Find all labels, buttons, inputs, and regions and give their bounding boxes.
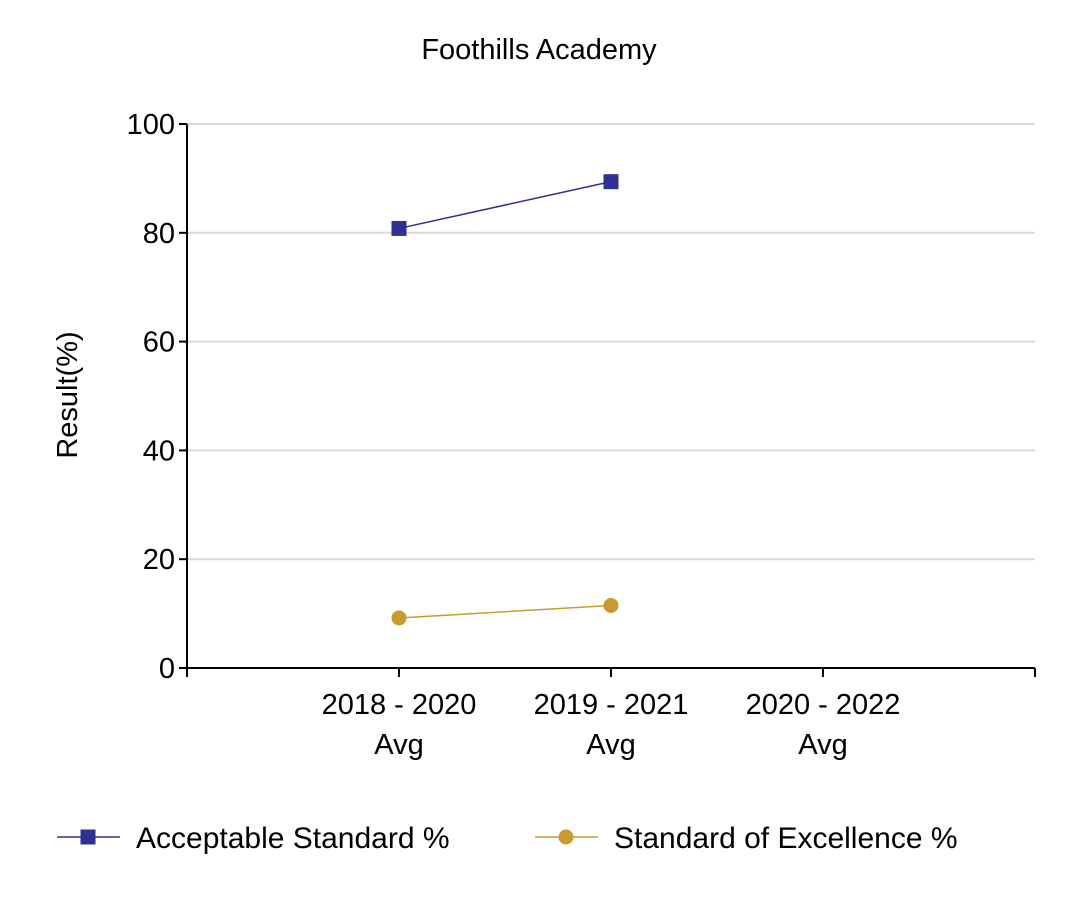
data-point-square bbox=[391, 220, 407, 236]
y-tick-label: 60 bbox=[143, 327, 175, 359]
axes bbox=[179, 123, 1036, 677]
legend-marker-square bbox=[80, 829, 96, 845]
x-tick-label: Avg bbox=[586, 729, 635, 761]
x-tick-label: Avg bbox=[374, 729, 423, 761]
series-line bbox=[398, 180, 612, 230]
y-tick-label: 20 bbox=[143, 544, 175, 576]
x-tick-label: Avg bbox=[798, 729, 847, 761]
legend-label: Acceptable Standard % bbox=[136, 822, 450, 855]
data-point-circle bbox=[603, 597, 619, 613]
y-tick-labels: 0 20 40 60 80 100 bbox=[127, 109, 175, 685]
legend-marker-circle bbox=[558, 829, 574, 845]
x-tick-labels: 2018 - 2020 Avg 2019 - 2021 Avg 2020 - 2022 A… bbox=[322, 689, 901, 761]
x-tick-label: 2019 - 2021 bbox=[534, 689, 689, 721]
gridlines bbox=[187, 123, 1035, 561]
series-line bbox=[398, 604, 612, 619]
legend-label: Standard of Excellence % bbox=[614, 822, 958, 855]
x-tick-label: 2018 - 2020 bbox=[322, 689, 477, 721]
x-tick-label: 2020 - 2022 bbox=[746, 689, 901, 721]
y-tick-label: 0 bbox=[159, 653, 175, 685]
series bbox=[391, 174, 619, 626]
data-point-square bbox=[603, 174, 619, 190]
y-axis-label: Result(%) bbox=[52, 331, 84, 458]
y-tick-label: 100 bbox=[127, 109, 175, 141]
y-tick-label: 40 bbox=[143, 435, 175, 467]
legend: Acceptable Standard % Standard of Excelle… bbox=[57, 822, 958, 855]
y-tick-label: 80 bbox=[143, 218, 175, 250]
chart-title: Foothills Academy bbox=[421, 34, 657, 66]
data-point-circle bbox=[391, 610, 407, 626]
